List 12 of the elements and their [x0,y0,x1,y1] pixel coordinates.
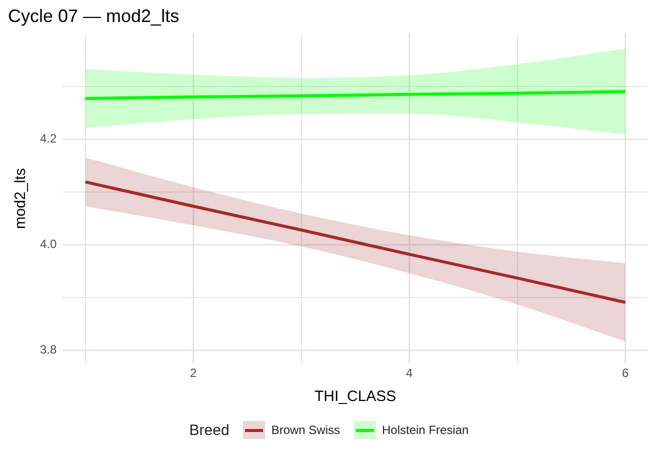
x-tick-label: 6 [622,366,629,380]
x-tick-label: 2 [190,366,198,380]
y-tick-label: 3.8 [40,342,57,357]
y-axis-title: mod2_lts [12,168,30,230]
legend-label: Brown Swiss [271,423,340,437]
x-tick-label: 4 [406,366,413,380]
chart-title: Cycle 07 — mod2_lts [8,6,180,26]
x-axis-title: THI_CLASS [314,388,396,406]
legend-label: Holstein Fresian [382,423,469,437]
y-tick-label: 4.0 [40,237,57,252]
legend-title: Breed [189,422,230,438]
y-tick-label: 4.2 [40,132,57,146]
